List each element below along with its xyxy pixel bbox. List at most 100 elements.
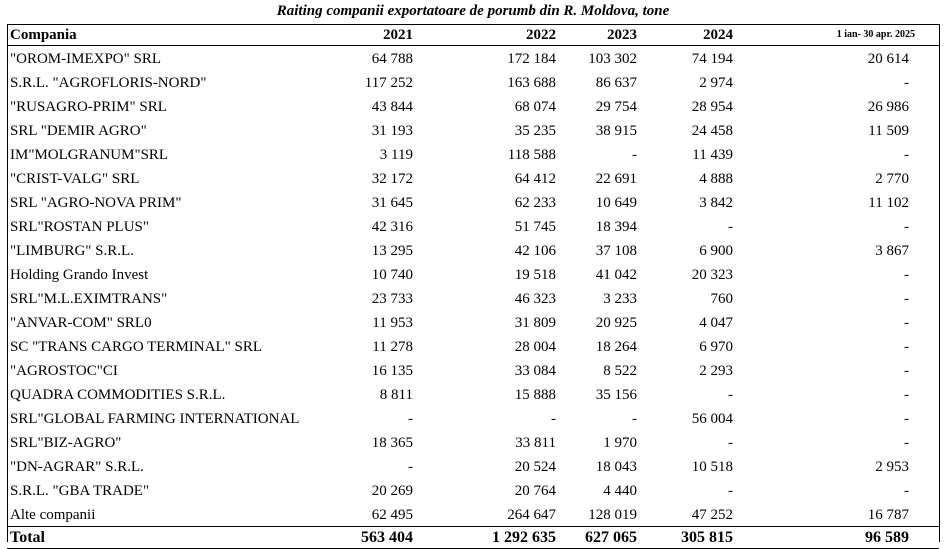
total-y2022-cell: 1 292 635 <box>417 526 560 549</box>
y2023-cell: 37 108 <box>595 243 637 259</box>
y2025-cell: - <box>904 147 909 163</box>
y2024-cell: - <box>728 435 733 451</box>
total-y2021-cell: 563 404 <box>335 526 417 549</box>
y2021-cell: 62 495 <box>371 507 413 523</box>
y2023-cell: 20 925 <box>595 315 637 331</box>
y2021-cell: - <box>408 411 413 427</box>
table-row: "OROM-IMEXPO" SRL 64 788 172 184 103 302 74 … <box>7 46 939 71</box>
y2023-cell: 18 264 <box>595 339 637 355</box>
table-row: Holding Grando Invest 10 740 19 518 41 042 2… <box>7 262 939 286</box>
export-ranking-table: Compania 2021 2022 2023 2024 1 ian- 30 a… <box>7 24 939 549</box>
y2025-cell: - <box>904 75 909 91</box>
table-row: SC "TRANS CARGO TERMINAL" SRL 11 278 28 00… <box>7 334 939 358</box>
table-row: "DN-AGRAR" S.R.L. - 20 524 18 043 10 518 2 95… <box>7 454 939 478</box>
total-y2023-cell: 627 065 <box>560 526 641 549</box>
y2021-cell: 3 119 <box>379 147 413 163</box>
y2021-cell: 64 788 <box>371 51 413 67</box>
y2023-cell: 22 691 <box>595 171 637 187</box>
y2022-cell: 51 745 <box>514 219 556 235</box>
y2025-cell: - <box>904 435 909 451</box>
total-label: Total <box>7 526 335 549</box>
company-cell: SRL"M.L.EXIMTRANS" <box>10 291 168 307</box>
y2024-cell: 6 970 <box>699 339 733 355</box>
y2024-cell: 56 004 <box>691 411 733 427</box>
y2024-cell: - <box>728 483 733 499</box>
y2025-cell: - <box>904 363 909 379</box>
header-2022: 2022 <box>417 24 560 46</box>
y2023-cell: - <box>632 411 637 427</box>
y2024-cell: 4 047 <box>699 315 733 331</box>
y2023-cell: 4 440 <box>603 483 637 499</box>
table-row: "AGROSTOC"CI 16 135 33 084 8 522 2 293 - <box>7 358 939 382</box>
y2022-cell: 35 235 <box>514 123 556 139</box>
table-row: "ANVAR-COM" SRL0 11 953 31 809 20 925 4 047 - <box>7 310 939 334</box>
company-cell: SRL"BIZ-AGRO" <box>10 435 122 451</box>
y2022-cell: 62 233 <box>514 195 556 211</box>
company-cell: SRL"GLOBAL FARMING INTERNATIONAL <box>10 411 300 427</box>
y2021-cell: 8 811 <box>379 387 413 403</box>
y2022-cell: - <box>551 411 556 427</box>
total-y2024-cell: 305 815 <box>641 526 737 549</box>
y2021-cell: 117 252 <box>364 75 413 91</box>
y2021-cell: 11 953 <box>372 315 413 331</box>
y2022-cell: 20 764 <box>514 483 556 499</box>
table-row: SRL "AGRO-NOVA PRIM" 31 645 62 233 10 649 3 … <box>7 190 939 214</box>
y2024-cell: 4 888 <box>699 171 733 187</box>
y2023-cell: 128 019 <box>588 507 637 523</box>
y2023-cell: 18 043 <box>595 459 637 475</box>
table-row: IM"MOLGRANUM"SRL 3 119 118 588 - 11 439 - <box>7 142 939 166</box>
company-cell: "CRIST-VALG" SRL <box>10 171 140 187</box>
y2025-cell: - <box>904 315 909 331</box>
y2021-cell: 32 172 <box>371 171 413 187</box>
table-row: "CRIST-VALG" SRL 32 172 64 412 22 691 4 888 2… <box>7 166 939 190</box>
y2021-cell: 31 645 <box>371 195 413 211</box>
company-cell: QUADRA COMMODITIES S.R.L. <box>10 387 226 403</box>
y2024-cell: - <box>728 387 733 403</box>
y2022-cell: 264 647 <box>507 507 556 523</box>
total-y2025-cell: 96 589 <box>737 526 939 549</box>
y2023-cell: 35 156 <box>595 387 637 403</box>
table-row: QUADRA COMMODITIES S.R.L. 8 811 15 888 35 1… <box>7 382 939 406</box>
y2022-cell: 33 084 <box>514 363 556 379</box>
y2024-cell: 74 194 <box>691 51 733 67</box>
table-row: "RUSAGRO-PRIM" SRL 43 844 68 074 29 754 28 9… <box>7 94 939 118</box>
y2025-cell: 11 102 <box>868 195 909 211</box>
y2024-cell: 28 954 <box>691 99 733 115</box>
table-row: SRL"BIZ-AGRO" 18 365 33 811 1 970 - - <box>7 430 939 454</box>
y2021-cell: 16 135 <box>371 363 413 379</box>
y2022-cell: 68 074 <box>514 99 556 115</box>
y2025-cell: 2 770 <box>875 171 909 187</box>
y2022-cell: 64 412 <box>514 171 556 187</box>
y2021-cell: 43 844 <box>371 99 413 115</box>
y2024-cell: 6 900 <box>699 243 733 259</box>
y2024-cell: 760 <box>710 291 734 307</box>
y2024-cell: 10 518 <box>691 459 733 475</box>
company-cell: "ANVAR-COM" SRL0 <box>10 315 152 331</box>
header-2023: 2023 <box>560 24 641 46</box>
y2022-cell: 33 811 <box>515 435 556 451</box>
table-row: Alte companii 62 495 264 647 128 019 47 252 1… <box>7 502 939 527</box>
company-cell: "DN-AGRAR" S.R.L. <box>10 459 144 475</box>
header-2025-period: 1 ian- 30 apr. 2025 <box>737 24 939 46</box>
y2024-cell: 11 439 <box>692 147 733 163</box>
table-row: SRL"ROSTAN PLUS" 42 316 51 745 18 394 - - <box>7 214 939 238</box>
header-row: Compania 2021 2022 2023 2024 1 ian- 30 a… <box>7 24 939 46</box>
y2022-cell: 15 888 <box>514 387 556 403</box>
y2025-cell: - <box>904 483 909 499</box>
table-title: Raiting companii exportatoare de porumb … <box>276 3 670 19</box>
y2021-cell: 11 278 <box>372 339 413 355</box>
y2025-cell: 26 986 <box>867 99 909 115</box>
table-row: SRL"GLOBAL FARMING INTERNATIONAL - - - 56 00… <box>7 406 939 430</box>
company-cell: SRL "AGRO-NOVA PRIM" <box>10 195 182 211</box>
y2025-cell: 16 787 <box>867 507 909 523</box>
y2024-cell: 20 323 <box>691 267 733 283</box>
y2023-cell: 18 394 <box>595 219 637 235</box>
y2025-cell: - <box>904 411 909 427</box>
header-company: Compania <box>7 24 335 46</box>
company-cell: "RUSAGRO-PRIM" SRL <box>10 99 167 115</box>
table-row: SRL"M.L.EXIMTRANS" 23 733 46 323 3 233 760 - <box>7 286 939 310</box>
y2025-cell: 2 953 <box>875 459 909 475</box>
company-cell: SC "TRANS CARGO TERMINAL" SRL <box>10 339 263 355</box>
y2022-cell: 28 004 <box>514 339 556 355</box>
y2023-cell: - <box>632 147 637 163</box>
